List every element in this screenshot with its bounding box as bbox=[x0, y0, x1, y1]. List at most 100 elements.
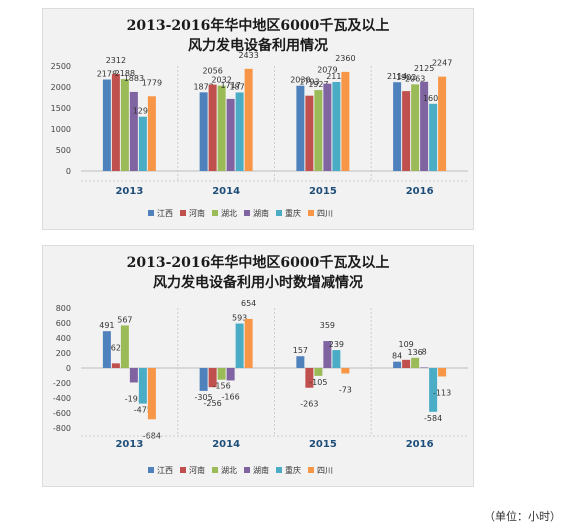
bar bbox=[199, 368, 208, 391]
data-label: 136 bbox=[407, 348, 422, 357]
data-label: 1883 bbox=[124, 74, 144, 83]
bar bbox=[129, 91, 138, 171]
bar bbox=[244, 68, 253, 171]
y-tick-label: -800 bbox=[53, 424, 71, 433]
bar bbox=[120, 325, 129, 368]
category-label: 2016 bbox=[406, 186, 434, 197]
data-label: -73 bbox=[339, 385, 352, 394]
legend-label: 重庆 bbox=[285, 465, 301, 475]
legend-swatch bbox=[276, 467, 282, 473]
category-label: 2014 bbox=[212, 186, 240, 197]
data-label: 1779 bbox=[142, 78, 162, 87]
legend-swatch bbox=[308, 210, 314, 216]
category-label: 2016 bbox=[406, 439, 434, 450]
legend-label: 河南 bbox=[189, 208, 205, 218]
data-label: 1902 bbox=[396, 73, 416, 82]
y-tick-label: 500 bbox=[56, 146, 71, 155]
data-label: 2030 bbox=[290, 76, 310, 85]
data-label: 2079 bbox=[317, 66, 337, 75]
y-tick-label: 1000 bbox=[51, 125, 71, 134]
chart-panel-change: 2013-2016年华中地区6000千瓦及以上 风力发电设备利用小时数增减情况 … bbox=[42, 245, 474, 487]
bar bbox=[420, 81, 429, 171]
data-label: 1927 bbox=[308, 80, 328, 89]
bar bbox=[402, 91, 411, 171]
chart-change: 800 600 400 200 0 -200 -400 -600 -800 491 62 567 -19… bbox=[53, 299, 468, 475]
bar bbox=[244, 318, 253, 368]
legend-label: 湖北 bbox=[221, 209, 237, 218]
data-label: 239 bbox=[329, 340, 344, 349]
legend-swatch bbox=[180, 210, 186, 216]
bar bbox=[411, 357, 420, 368]
legend-label: 江西 bbox=[157, 209, 173, 218]
data-label: 567 bbox=[117, 315, 132, 324]
data-label: 1600 bbox=[423, 94, 443, 103]
bar bbox=[341, 71, 350, 171]
bar bbox=[147, 368, 156, 420]
bar bbox=[341, 368, 350, 374]
data-label: 1873 bbox=[193, 82, 213, 91]
data-label: -475 bbox=[134, 406, 152, 415]
chart-title-line2: 风力发电设备利用小时数增减情况 bbox=[153, 275, 363, 291]
bar bbox=[208, 368, 217, 388]
data-label: 2433 bbox=[238, 51, 258, 60]
bar bbox=[138, 368, 147, 404]
y-tick-label: 800 bbox=[56, 304, 71, 313]
y-tick-label: 600 bbox=[56, 319, 71, 328]
bar bbox=[111, 363, 120, 368]
data-label: -156 bbox=[213, 382, 231, 391]
data-label: 2063 bbox=[405, 74, 425, 83]
data-label: -166 bbox=[222, 392, 240, 401]
bar bbox=[226, 98, 235, 171]
bar bbox=[305, 95, 314, 171]
bar bbox=[235, 92, 244, 171]
y-tick-label: 400 bbox=[56, 334, 71, 343]
data-label: 359 bbox=[320, 321, 335, 330]
bar bbox=[102, 331, 111, 368]
data-label: 2247 bbox=[432, 59, 452, 68]
data-label: 654 bbox=[241, 299, 256, 308]
category-label: 2015 bbox=[309, 439, 337, 450]
legend-swatch bbox=[244, 467, 250, 473]
data-label: 2119 bbox=[326, 72, 346, 81]
data-label: 2056 bbox=[202, 67, 222, 76]
bar bbox=[120, 79, 129, 171]
bar bbox=[314, 90, 323, 171]
legend-label: 江西 bbox=[157, 466, 173, 475]
data-label: -684 bbox=[143, 431, 161, 440]
data-label: 1793 bbox=[299, 78, 319, 87]
chart-title-line1: 2013-2016年华中地区6000千瓦及以上 bbox=[126, 255, 390, 271]
category-label: 2014 bbox=[212, 439, 240, 450]
bar bbox=[438, 368, 447, 377]
y-tick-label: 0 bbox=[66, 167, 71, 176]
legend-swatch bbox=[148, 467, 154, 473]
y-tick-label: 1500 bbox=[51, 104, 71, 113]
data-label: 84 bbox=[392, 352, 402, 361]
category-label: 2013 bbox=[115, 439, 143, 450]
data-label: 2032 bbox=[211, 76, 231, 85]
legend-label: 重庆 bbox=[285, 208, 301, 218]
legend-label: 四川 bbox=[317, 466, 333, 475]
legend-label: 湖南 bbox=[253, 465, 269, 475]
bar bbox=[226, 368, 235, 381]
chart-title-line2: 风力发电设备利用情况 bbox=[188, 38, 328, 54]
y-tick-label: -400 bbox=[53, 394, 71, 403]
bar bbox=[102, 79, 111, 171]
data-label: -256 bbox=[204, 399, 222, 408]
legend-swatch bbox=[180, 467, 186, 473]
legend-swatch bbox=[308, 467, 314, 473]
bar bbox=[332, 82, 341, 171]
y-tick-label: -200 bbox=[53, 379, 71, 388]
data-label: 2188 bbox=[115, 69, 135, 78]
data-label: -105 bbox=[309, 378, 327, 387]
legend-label: 湖北 bbox=[221, 466, 237, 475]
legend-swatch bbox=[276, 210, 282, 216]
y-tick-label: 200 bbox=[56, 349, 71, 358]
bar bbox=[393, 82, 402, 171]
data-label: 491 bbox=[99, 321, 114, 330]
legend-label: 湖南 bbox=[253, 208, 269, 218]
data-label: -193 bbox=[125, 394, 143, 403]
bar bbox=[217, 368, 226, 380]
chart-panel-utilization: 2013-2016年华中地区6000千瓦及以上 风力发电设备利用情况 0 500 1… bbox=[42, 8, 474, 230]
data-label: 1293 bbox=[133, 107, 153, 116]
